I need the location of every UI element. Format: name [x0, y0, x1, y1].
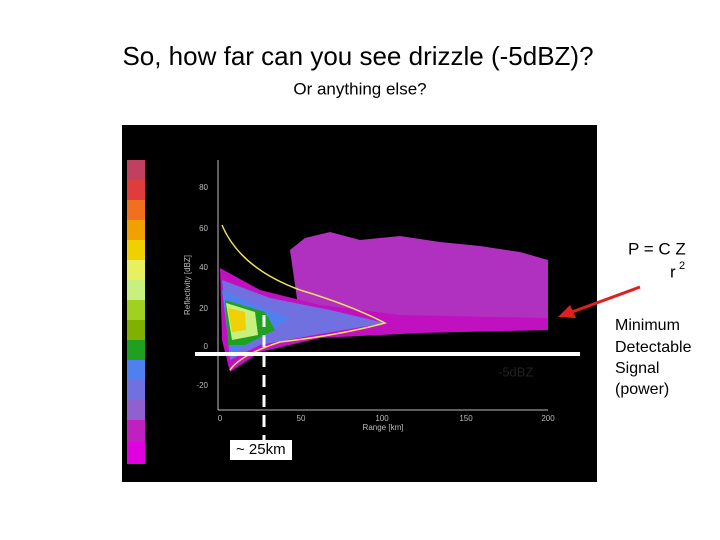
x-tick-label: 100: [375, 414, 389, 423]
callout-line: (power): [615, 381, 669, 398]
y-axis-label: Reflectivity [dBZ]: [183, 255, 192, 315]
plot-area: [220, 224, 548, 372]
formula-denominator: r: [670, 262, 676, 281]
x-tick-label: 50: [297, 414, 306, 423]
colorbar: [127, 160, 145, 464]
arrow-shaft: [571, 285, 641, 314]
arrow-head: [558, 305, 576, 318]
ticks: 80 60 40 20 0 -20 0 50 100 150 200 Range…: [183, 160, 555, 432]
subtitle: Or anything else?: [293, 79, 426, 98]
figure: 80 60 40 20 0 -20 0 50 100 150 200 Range…: [122, 125, 597, 482]
x-tick-label: 200: [541, 414, 555, 423]
callout-line: Minimum: [615, 317, 680, 334]
callout-line: Signal: [615, 360, 659, 377]
range-label: ~ 25km: [236, 441, 286, 458]
y-tick-label: 0: [204, 342, 209, 351]
formula-exponent: 2: [679, 260, 685, 272]
y-tick-label: 40: [199, 263, 208, 272]
y-tick-label: 60: [199, 224, 208, 233]
y-tick-label: 20: [199, 304, 208, 313]
y-tick-label: 80: [199, 183, 208, 192]
callout-line: Detectable: [615, 339, 692, 356]
x-tick-label: 150: [459, 414, 473, 423]
formula-numerator: P = C Z: [628, 239, 686, 258]
title: So, how far can you see drizzle (-5dBZ)?: [122, 41, 593, 71]
range-label-box: [230, 440, 292, 460]
y-tick-label: -20: [196, 381, 208, 390]
x-axis-label: Range [km]: [363, 423, 404, 432]
threshold-label: -5dBZ: [498, 364, 533, 379]
x-tick-label: 0: [218, 414, 223, 423]
